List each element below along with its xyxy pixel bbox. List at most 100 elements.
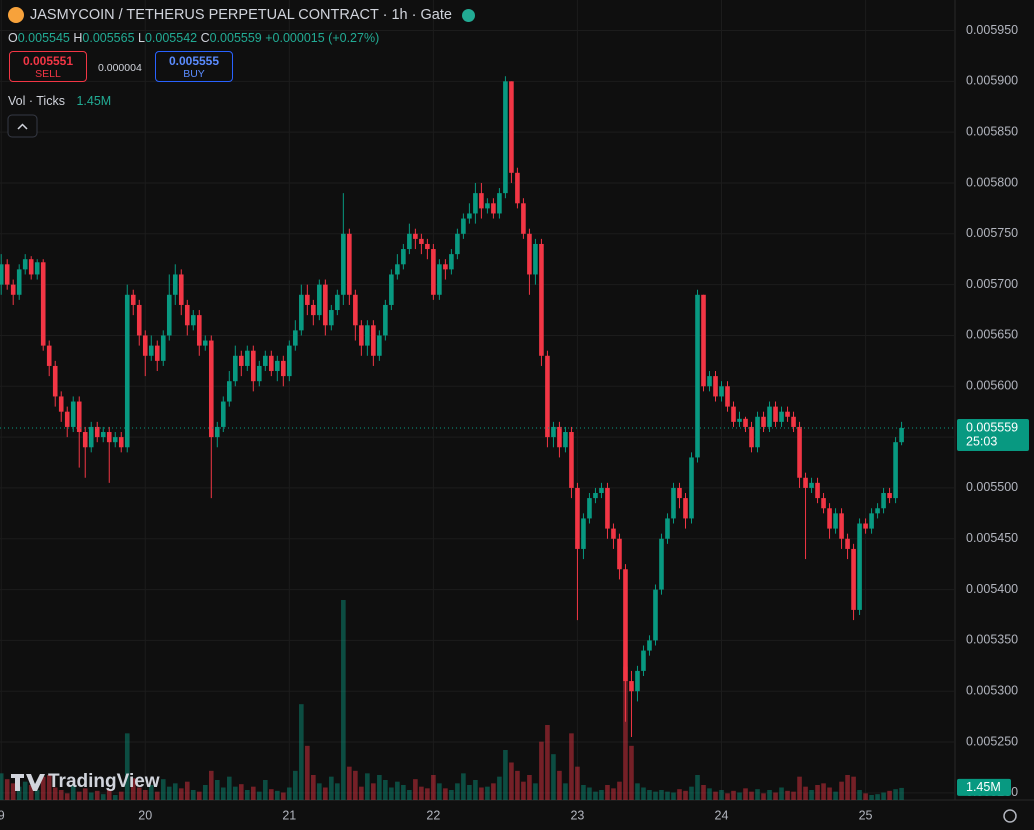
volume-bar (419, 786, 424, 800)
sell-button[interactable]: 0.005551 SELL (9, 51, 87, 82)
volume-bar (347, 766, 352, 800)
volume-bar (695, 775, 700, 800)
volume-bar (485, 786, 490, 800)
volume-bar (184, 781, 190, 800)
volume-last-box (957, 778, 1011, 796)
candle-body (245, 350, 250, 366)
candle-body (214, 426, 220, 438)
candle-body (755, 416, 760, 448)
volume-bar (136, 787, 142, 800)
candle-body (809, 482, 814, 488)
candle-body (503, 81, 508, 194)
volume-bar (893, 789, 898, 800)
candle-body (34, 262, 40, 275)
candle-body (4, 264, 10, 285)
candle-body (293, 330, 298, 346)
buy-button[interactable]: 0.005555 BUY (155, 51, 233, 82)
volume-bar (383, 780, 388, 800)
volume-bar (178, 788, 184, 800)
coin-icon (8, 7, 24, 23)
last-price-box (957, 418, 1029, 451)
volume-bar (251, 786, 256, 800)
candle-body (893, 442, 898, 499)
volume-bar (749, 791, 754, 800)
legend-key: H (73, 31, 83, 45)
volume-bar (52, 787, 58, 800)
volume-bar (341, 600, 346, 800)
candle-body (767, 406, 772, 427)
candle-body (485, 203, 490, 209)
volume-bar (581, 785, 586, 800)
volume-bar (46, 775, 52, 800)
candle-body (383, 304, 388, 336)
volume-pane (0, 600, 904, 800)
volume-bar (467, 785, 472, 800)
x-tick-label: 25 (859, 808, 873, 822)
volume-bar (557, 770, 562, 800)
candle-body (737, 418, 742, 422)
candle-body (232, 355, 238, 382)
countdown: 25:03 (966, 434, 997, 448)
volume-bar (371, 783, 376, 800)
volume-bar (232, 786, 238, 800)
volume-bar (539, 741, 544, 800)
candle-body (665, 518, 670, 539)
y-tick-label: 0.005900 (966, 74, 1018, 88)
volume-bar (767, 790, 772, 800)
candle-body (269, 355, 274, 372)
volume-bar (851, 776, 856, 800)
candle-body (731, 406, 736, 422)
candle-body (587, 498, 592, 519)
candle-body (208, 340, 214, 438)
candle-body (449, 254, 454, 270)
candle-body (365, 325, 370, 346)
settings-icon[interactable] (1003, 809, 1017, 823)
candle-body (28, 259, 34, 275)
candle-body (287, 345, 292, 377)
candle-body (263, 355, 268, 366)
candle-body (725, 386, 730, 407)
candle-body (713, 376, 718, 397)
candle-body (509, 81, 514, 173)
y-tick-label: 0.005300 (966, 684, 1018, 698)
volume-bar (737, 792, 742, 800)
volume-bar (88, 792, 94, 800)
volume-bar (106, 789, 112, 800)
candle-body (617, 538, 622, 570)
candle-body (329, 310, 334, 326)
volume-bar (725, 793, 730, 800)
candle-body (419, 238, 424, 244)
collapse-button[interactable] (7, 114, 38, 138)
candle-body (647, 640, 652, 651)
candle-body (106, 432, 112, 443)
volume-bar (899, 787, 904, 800)
volume-bar (623, 666, 628, 800)
volume-bar (833, 791, 838, 800)
candle-body (323, 284, 328, 326)
candle-body (581, 518, 586, 549)
candle-body (347, 233, 352, 295)
candle-body (899, 427, 904, 443)
buy-label: BUY (183, 68, 205, 80)
volume-bar (220, 787, 226, 800)
volume-bar (503, 750, 508, 800)
volume-bar (10, 783, 16, 800)
y-tick-label: 0.005250 (966, 734, 1018, 748)
candle-body (677, 487, 682, 499)
candle-body (455, 233, 460, 255)
volume-bar (76, 791, 82, 800)
volume-bar (491, 783, 496, 800)
candle-body (569, 432, 574, 488)
volume-bar (148, 785, 154, 800)
volume-bar (40, 776, 46, 800)
candle-body (773, 406, 778, 422)
candle-body (413, 233, 418, 239)
candle-body (575, 487, 580, 549)
volume-bar (196, 791, 202, 800)
volume-bar (611, 788, 616, 800)
candle-body (695, 294, 700, 458)
volume-bar (785, 790, 790, 800)
volume-bar (395, 781, 400, 800)
volume-bar (461, 773, 466, 800)
candle-body (112, 437, 118, 443)
